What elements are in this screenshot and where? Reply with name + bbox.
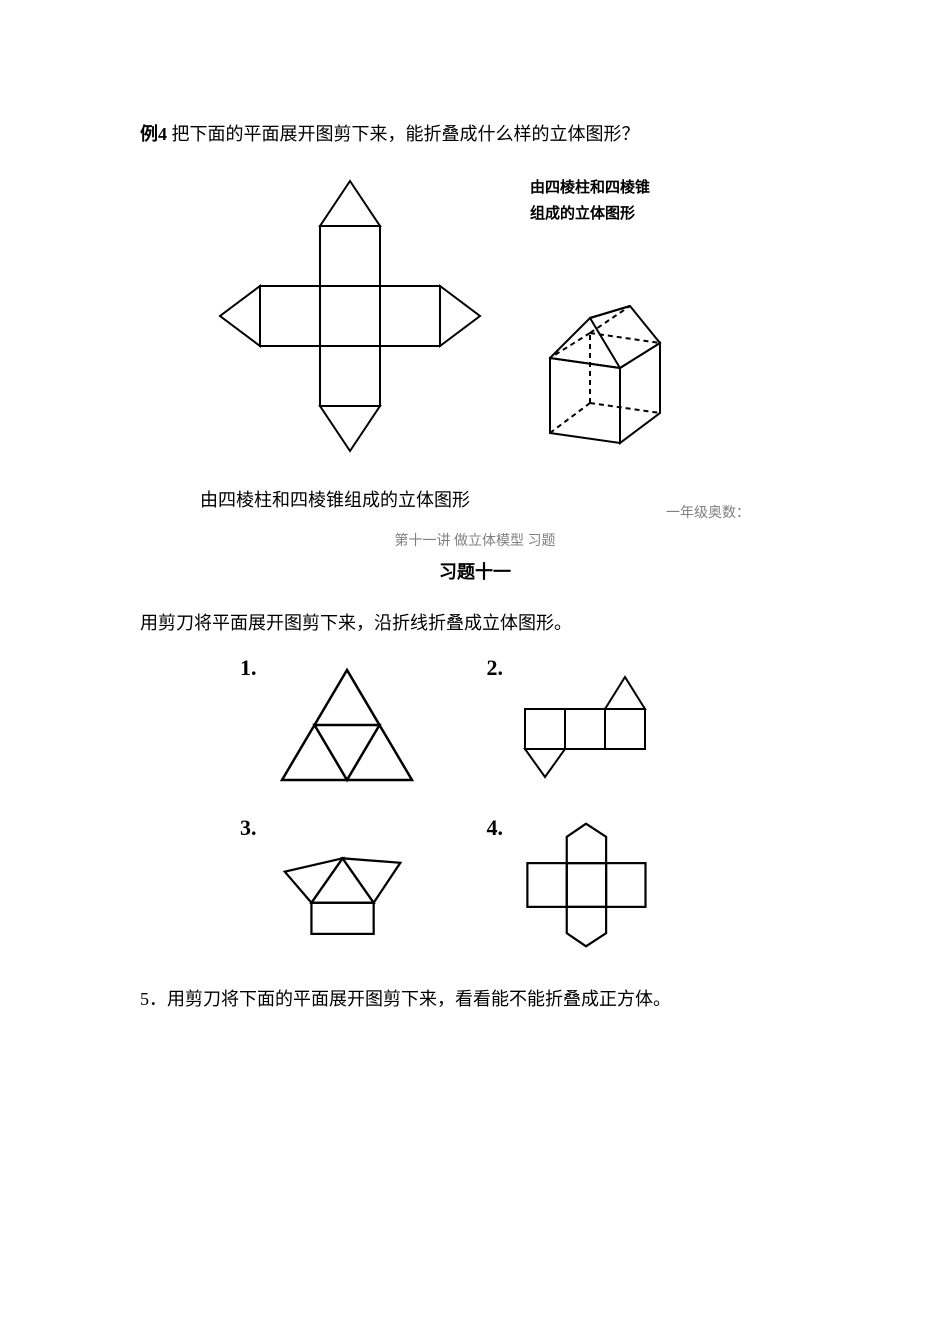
exercise-3: 3. (240, 815, 427, 955)
question-5: 5．用剪刀将下面的平面展开图剪下来，看看能不能折叠成正方体。 (140, 985, 810, 1011)
exercise-4: 4. (487, 815, 674, 955)
exercise-1-figure (267, 655, 427, 795)
solid-area: 由四棱柱和四棱锥 组成的立体图形 (520, 176, 680, 463)
exercise-row-1: 1. 2. (240, 655, 810, 795)
exercise-row-2: 3. 4. (240, 815, 810, 955)
side-label-2: 组成的立体图形 (530, 202, 680, 223)
exercise-3-figure (267, 815, 427, 955)
side-label-1: 由四棱柱和四棱锥 (530, 176, 680, 197)
exercise-heading: 习题十一 (140, 558, 810, 584)
exercise-num-1: 1. (240, 655, 257, 681)
instruction-text: 用剪刀将平面展开图剪下来，沿折线折叠成立体图形。 (140, 609, 810, 635)
solid-diagram (520, 278, 680, 458)
example-text: 把下面的平面展开图剪下来，能折叠成什么样的立体图形？ (167, 124, 640, 144)
figure-row: 由四棱柱和四棱锥 组成的立体图形 (210, 166, 810, 466)
exercise-2: 2. (487, 655, 674, 795)
exercise-4-figure (513, 815, 673, 955)
example-label: 例4 (140, 124, 167, 144)
exercises-grid: 1. 2. (240, 655, 810, 955)
exercise-num-3: 3. (240, 815, 257, 841)
exercise-2-figure (513, 655, 673, 795)
net-diagram (210, 166, 490, 466)
exercise-num-4: 4. (487, 815, 504, 841)
example-title: 例4 把下面的平面展开图剪下来，能折叠成什么样的立体图形？ (140, 120, 810, 146)
exercise-num-2: 2. (487, 655, 504, 681)
lecture-title: 第十一讲 做立体模型 习题 (140, 530, 810, 550)
exercise-1: 1. (240, 655, 427, 795)
